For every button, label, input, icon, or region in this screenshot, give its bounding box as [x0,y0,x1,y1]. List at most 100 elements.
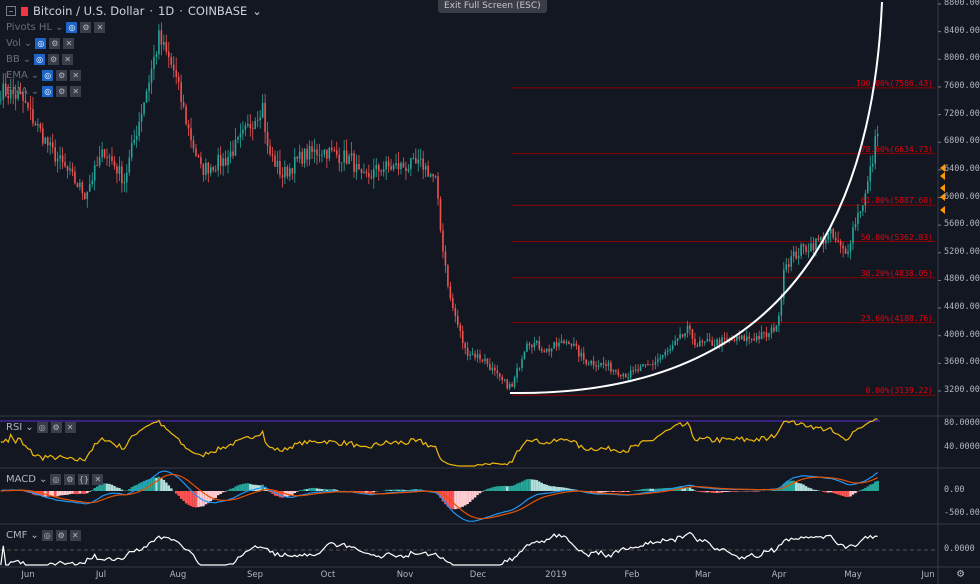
alert-marker-icon[interactable] [940,206,945,214]
candle [254,117,257,130]
gear-icon[interactable]: ⚙ [50,422,62,433]
candle [219,146,222,175]
alert-marker-icon[interactable] [940,164,945,172]
chevron-down-icon[interactable]: ⌄ [22,53,32,65]
candle-body [331,147,333,150]
chevron-down-icon[interactable]: ⌄ [30,69,40,81]
candle [350,141,353,162]
eye-icon[interactable]: ◎ [36,422,48,433]
chevron-down-icon[interactable]: ⌄ [25,422,34,433]
candle-body [615,369,617,372]
gear-icon[interactable]: ⚙ [48,53,60,65]
gear-icon[interactable]: ⚙ [49,37,61,49]
macd-histogram-bar [770,490,773,491]
candle-body [792,251,795,257]
candle-body [108,156,111,158]
close-icon[interactable]: ✕ [70,85,82,97]
settings-gear-icon[interactable]: ⚙ [957,566,965,580]
candle [289,163,291,182]
candle-body [642,364,644,367]
eye-icon[interactable]: ◎ [50,474,62,485]
candle [639,364,642,372]
eye-icon[interactable]: ◎ [35,37,47,49]
macd-histogram-bar [61,491,64,496]
chevron-down-icon[interactable]: ⌄ [55,21,64,33]
eye-icon[interactable]: ◎ [42,85,54,97]
candle [765,326,768,342]
candle [348,153,350,165]
eye-icon[interactable]: ◎ [34,53,46,65]
gear-icon[interactable]: ⚙ [56,85,68,97]
close-icon[interactable]: ✕ [92,474,104,485]
candle [153,44,155,80]
chevron-down-icon[interactable]: ⌄ [30,85,40,97]
candle-body [745,336,748,341]
candle-body [205,162,207,175]
chevron-down-icon[interactable]: ⌄ [30,530,39,541]
indicator-1[interactable]: Vol ⌄ ◎ ⚙ ✕ [6,35,262,51]
gear-icon[interactable]: ⚙ [80,21,92,33]
candle [617,368,620,378]
candle-body [531,345,533,348]
candle [582,346,585,365]
close-icon[interactable]: ✕ [70,69,82,81]
candle-body [232,151,234,156]
candle-body [765,332,768,337]
close-icon[interactable]: ✕ [94,21,106,33]
candle-body [442,230,444,252]
indicator-0[interactable]: Pivots HL ⌄ ◎ ⚙ ✕ [6,19,262,35]
close-icon[interactable]: ✕ [62,53,74,65]
candle-body [274,155,276,167]
candle [634,364,637,373]
candle [476,349,479,363]
chevron-down-icon[interactable]: ⌄ [252,4,262,18]
candle-body [227,156,229,166]
eye-icon[interactable]: ◎ [41,530,53,541]
indicator-2[interactable]: BB ⌄ ◎ ⚙ ✕ [6,51,262,67]
gear-icon[interactable]: ⚙ [64,474,76,485]
candle [770,324,773,339]
close-icon[interactable]: ✕ [64,422,76,433]
candle-body [84,193,86,200]
alert-marker-icon[interactable] [940,172,945,180]
chevron-down-icon[interactable]: ⌄ [23,37,33,49]
source-code-icon[interactable]: {} [78,474,90,485]
candle [573,337,575,347]
candle [429,172,432,178]
candle [17,80,19,102]
macd-histogram-bar [797,483,800,491]
candle-body [553,342,555,349]
macd-histogram-bar [501,486,504,491]
candle [597,360,600,370]
macd-histogram-bar [698,491,702,492]
time-axis-label: Sep [246,570,264,580]
indicator-3[interactable]: EMA ⌄ ◎ ⚙ ✕ [6,67,262,83]
candle-body [234,139,237,156]
indicator-4[interactable]: EMA ⌄ ◎ ⚙ ✕ [6,83,262,99]
exit-fullscreen-button[interactable]: Exit Full Screen (ESC) [438,0,547,13]
macd-histogram-bar [318,488,321,491]
macd-histogram-bar [296,491,299,492]
candle-body [479,354,481,360]
close-icon[interactable]: ✕ [63,37,75,49]
macd-histogram-bar [108,483,111,491]
chevron-down-icon[interactable]: ⌄ [38,474,48,485]
eye-icon[interactable]: ◎ [42,69,54,81]
candle [580,348,583,362]
candle-body [738,336,741,339]
candle [642,363,644,367]
eye-icon[interactable]: ◎ [66,21,78,33]
alert-marker-icon[interactable] [940,184,945,192]
alert-marker-icon[interactable] [940,193,945,201]
gear-icon[interactable]: ⚙ [56,69,68,81]
close-icon[interactable]: ✕ [69,530,81,541]
candle [521,355,523,372]
collapse-icon[interactable] [6,6,16,16]
gear-icon[interactable]: ⚙ [55,530,67,541]
candle-body [620,375,622,377]
candle [175,57,177,85]
arc-drawing[interactable] [509,1,883,395]
symbol-title[interactable]: Bitcoin / U.S. Dollar · 1D · COINBASE ⌄ [6,3,262,19]
candle [632,366,634,375]
